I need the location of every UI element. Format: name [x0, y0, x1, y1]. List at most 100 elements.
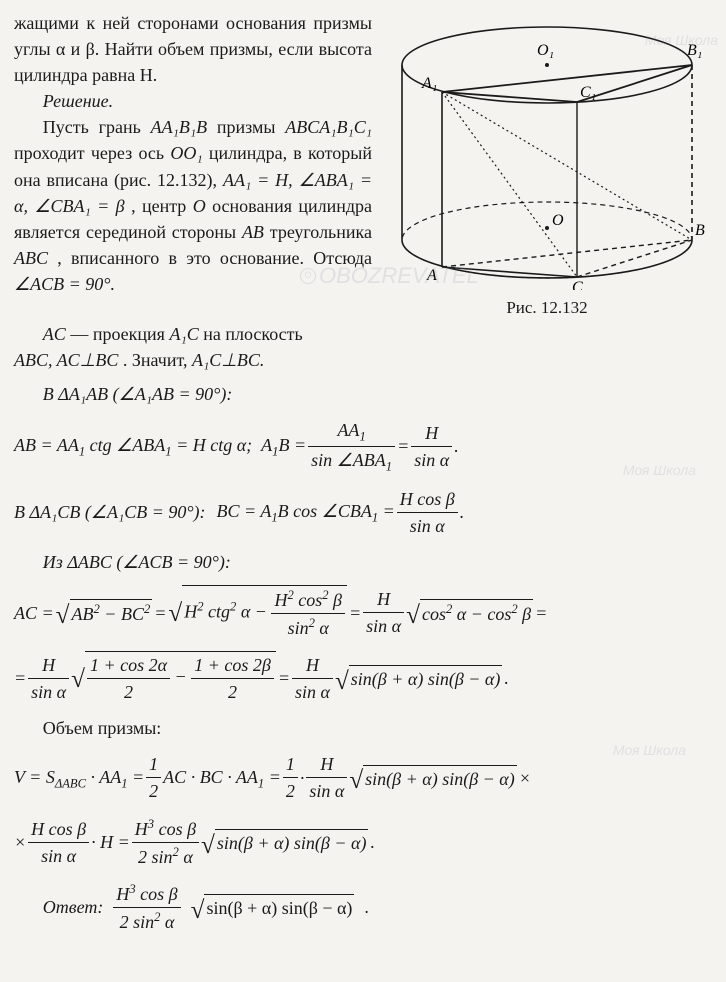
solution-label: Решение.: [14, 88, 372, 114]
fraction: H cos β sin α: [28, 816, 89, 869]
numerator: H: [363, 586, 404, 613]
eq-text: =: [14, 665, 26, 691]
equation-ac-2: = H sin α 1 + cos 2α2 − 1 + cos 2β2 = H …: [14, 651, 712, 705]
fraction: H sin α: [28, 652, 69, 705]
text: проходит через ось: [14, 143, 170, 163]
fraction: H cos β sin α: [397, 486, 458, 539]
numerator: H: [28, 652, 69, 679]
svg-text:B: B: [695, 222, 705, 239]
text: — проекция: [70, 324, 169, 344]
fraction: H sin α: [292, 652, 333, 705]
eq-text: · H =: [91, 829, 130, 855]
denominator: sin α: [411, 447, 452, 473]
fraction: AA1 sin ∠ABA1: [308, 417, 395, 476]
eq-text: =: [154, 600, 166, 626]
figure-caption: Рис. 12.132: [382, 296, 712, 321]
svg-text:A: A: [426, 267, 437, 284]
sqrt: sin(β + α) sin(β − α): [201, 824, 368, 861]
equation-volume: V = SΔABC · AA1 = 12 AC · BC · AA1 = 12 …: [14, 751, 712, 804]
sqrt: AB2 − BC2: [56, 595, 153, 632]
text: призмы: [217, 117, 285, 137]
math-face: AA₁B₁B: [151, 117, 208, 137]
numerator: AA1: [308, 417, 395, 447]
eq-text: .: [460, 499, 465, 525]
eq-text: .: [454, 433, 459, 459]
eq-text: AC · BC · AA1 =: [163, 764, 281, 793]
figure-column: O₁ O A₁ B₁ C₁ A B C Рис. 12.132: [382, 10, 712, 321]
numerator: H3 cos β: [132, 815, 199, 843]
eq-text: .: [364, 894, 369, 920]
fraction: H3 cos β 2 sin2 α: [132, 815, 199, 870]
numerator: H cos β: [397, 486, 458, 513]
numerator: H cos β: [28, 816, 89, 843]
fraction: H3 cos β 2 sin2 α: [113, 880, 180, 935]
eq-text: ×: [519, 765, 531, 791]
svg-text:C₁: C₁: [580, 84, 596, 101]
text: на плоскость: [203, 324, 303, 344]
eq-text: ·: [300, 765, 305, 791]
math-abc: ABC: [14, 248, 48, 268]
math-o: O: [193, 196, 206, 216]
denominator: 2 sin2 α: [113, 908, 180, 935]
solution-paragraph: Пусть грань AA₁B₁B призмы ABCA₁B₁C₁ прох…: [14, 114, 372, 297]
eq-text: =: [278, 665, 290, 691]
equation-volume-2: × H cos β sin α · H = H3 cos β 2 sin2 α …: [14, 815, 712, 870]
numerator: H: [411, 420, 452, 447]
sqrt: 1 + cos 2α2 − 1 + cos 2β2: [71, 651, 276, 705]
svg-text:O: O: [552, 212, 564, 229]
math-angle: ∠ACB = 90°.: [14, 274, 115, 294]
eq-heading: В ΔA₁CB (∠A₁CB = 90°):: [14, 499, 206, 525]
svg-text:B₁: B₁: [687, 42, 702, 59]
denominator: sin α: [306, 778, 347, 804]
fraction: H sin α: [363, 586, 404, 639]
eq-text: BC = A1B cos ∠CBA1 =: [208, 498, 395, 527]
eq-text: =: [397, 433, 409, 459]
eq-text: AB = AA1 ctg ∠ABA1 = H ctg α; A1B =: [14, 432, 306, 461]
denominator: sin α: [28, 843, 89, 869]
sqrt: sin(β + α) sin(β − α): [191, 889, 355, 926]
svg-text:C: C: [572, 279, 583, 290]
problem-statement: жащими к ней сторонами основания призмы …: [14, 10, 372, 88]
math-axis: OO₁: [170, 143, 202, 163]
volume-label: Объем призмы:: [14, 715, 712, 741]
fraction: 12: [283, 751, 298, 804]
math-prism: ABCA₁B₁C₁: [285, 117, 372, 137]
equation-ac: AC = AB2 − BC2 = H2 ctg2 α − H2 cos2 βsi…: [14, 585, 712, 641]
projection-line-2: ABC, AC⊥BC . Значит, A₁C⊥BC.: [14, 347, 712, 373]
math-ab: AB: [242, 222, 264, 242]
text: . Значит,: [123, 350, 192, 370]
fraction: H sin α: [306, 751, 347, 804]
text: , вписанного в это основание. Отсюда: [57, 248, 372, 268]
eq-text: =: [349, 600, 361, 626]
math-ac: AC: [43, 324, 66, 344]
math-a1c: A₁C: [169, 324, 198, 344]
math-plane: ABC, AC⊥BC: [14, 350, 118, 370]
eq-text: ×: [14, 829, 26, 855]
svg-text:O₁: O₁: [537, 42, 554, 59]
denominator: sin α: [363, 613, 404, 639]
answer-label: Ответ:: [14, 894, 103, 920]
eq-text: =: [535, 600, 547, 626]
svg-text:A₁: A₁: [421, 75, 437, 92]
sqrt: cos2 α − cos2 β: [406, 595, 533, 632]
eq-text: AC =: [14, 600, 54, 626]
denominator: 2 sin2 α: [132, 843, 199, 870]
math-beta: ∠CBA₁ = β: [34, 196, 124, 216]
text-column: жащими к ней сторонами основания призмы …: [14, 10, 372, 321]
text: Пусть грань: [43, 117, 151, 137]
eq-text: V = SΔABC · AA1 =: [14, 764, 144, 793]
denominator: sin ∠ABA1: [308, 447, 395, 476]
denominator: sin α: [397, 513, 458, 539]
fraction: 12: [146, 751, 161, 804]
top-section: жащими к ней сторонами основания призмы …: [14, 10, 712, 321]
text: , центр: [131, 196, 193, 216]
triangle-a1cb-line: В ΔA₁CB (∠A₁CB = 90°): BC = A1B cos ∠CBA…: [14, 486, 712, 539]
projection-line: AC — проекция A₁C на плоскость: [14, 321, 712, 347]
math-perp: A₁C⊥BC.: [192, 350, 264, 370]
from-abc-heading: Из ΔABC (∠ACB = 90°):: [14, 549, 712, 575]
numerator: H3 cos β: [113, 880, 180, 908]
text: треугольника: [270, 222, 372, 242]
equation-ab: AB = AA1 ctg ∠ABA1 = H ctg α; A1B = AA1 …: [14, 417, 712, 476]
fraction: H sin α: [411, 420, 452, 473]
numerator: H: [292, 652, 333, 679]
